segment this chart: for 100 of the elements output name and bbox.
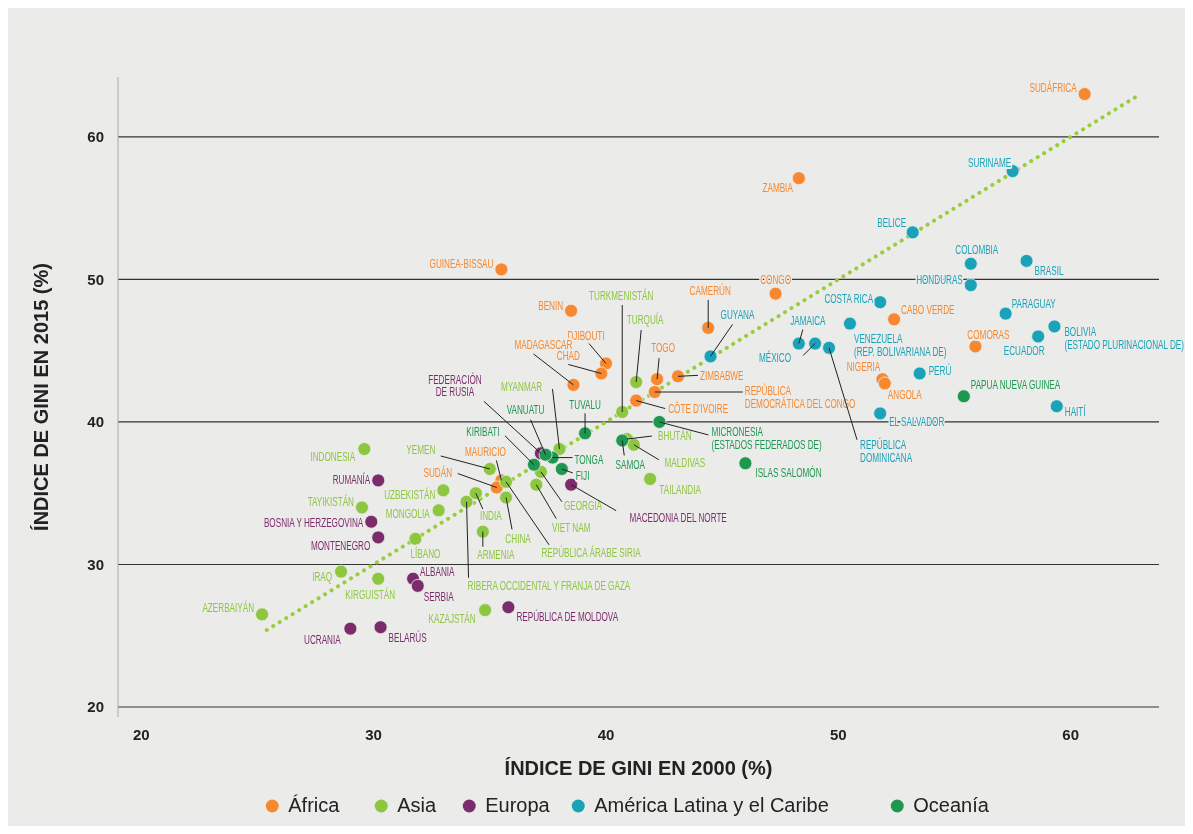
annotation: ISLAS SALOMÓN: [755, 465, 822, 480]
point: [436, 483, 451, 498]
point: [478, 603, 493, 617]
annotation: REPÚBLICA DOMINICANA: [860, 437, 913, 465]
annotation: PERÚ: [928, 362, 952, 378]
annotation: REPÚBLICA DE MOLDOVA: [516, 609, 619, 624]
y-axis-title: ÍNDICE DE GINI EN 2015 (%): [30, 263, 52, 531]
point: [629, 375, 644, 389]
annotation: COSTA RICA: [824, 292, 874, 306]
point: [501, 600, 516, 615]
point: [371, 473, 386, 488]
annotation: HAITÍ: [1064, 404, 1086, 419]
annotation: CHAD: [556, 349, 580, 363]
point: [647, 385, 662, 399]
annotation: MAURICIO: [465, 445, 506, 458]
annotation: BOLIVIA (ESTADO PLURINACIONAL DE): [1064, 325, 1185, 351]
x-axis-title: ÍNDICE DE GINI EN 2000 (%): [504, 757, 773, 779]
annotation: MÉXICO: [758, 350, 792, 365]
point: [877, 376, 892, 391]
annotation: MACEDONIA DEL NORTE: [629, 511, 727, 525]
annotation: UZBEKISTÁN: [384, 486, 436, 501]
annotation: UCRANIA: [304, 633, 341, 647]
point: [887, 312, 901, 327]
point: [768, 286, 783, 301]
point: [334, 564, 348, 579]
point: [371, 571, 386, 586]
point: [615, 405, 630, 419]
annotation: INDONESIA: [310, 450, 356, 464]
annotation: MYANMAR: [500, 380, 543, 394]
annotation: FIJI: [575, 469, 590, 483]
point: [431, 503, 446, 518]
annotation: RIBERA OCCIDENTAL Y FRANJA DE GAZA: [467, 579, 631, 593]
point: [843, 316, 857, 331]
point: [998, 306, 1013, 321]
annotation: CÔTE D'IVOIRE: [668, 401, 729, 416]
annotation: ECUADOR: [1003, 344, 1045, 357]
annotation: SAMOA: [615, 458, 646, 472]
annotation: TOGO: [651, 341, 676, 355]
annotation: INDIA: [479, 509, 502, 523]
annotation: AZERBAIYÁN: [202, 599, 255, 614]
x-tick-label: 40: [597, 726, 615, 744]
y-tick-label: 50: [87, 270, 104, 288]
point: [963, 256, 978, 271]
annotation: SUDÁN: [423, 465, 453, 480]
point: [255, 607, 269, 622]
annotation: VIET NAM: [552, 521, 591, 535]
x-tick-label: 50: [829, 726, 847, 744]
annotation: CABO VERDE: [901, 302, 955, 316]
annotation: BOSNIA Y HERZEGOVINA: [263, 516, 364, 530]
annotation: CAMERÚN: [689, 283, 731, 298]
annotation: LÍBANO: [410, 546, 441, 561]
annotation: BHUTÁN: [658, 428, 692, 443]
point: [873, 295, 888, 310]
annotation: MONGOLIA: [385, 506, 430, 520]
point: [357, 442, 372, 456]
point: [499, 474, 513, 489]
point: [1047, 319, 1062, 334]
annotation: TUVALU: [569, 398, 601, 411]
annotation: SERBIA: [423, 590, 454, 604]
annotation: ZAMBIA: [762, 181, 793, 195]
point: [564, 303, 579, 318]
point: [822, 340, 836, 355]
annotation: MADAGASCAR: [514, 338, 573, 352]
point: [905, 225, 920, 240]
point: [738, 456, 753, 471]
point: [527, 457, 541, 472]
annotation: COMORAS: [967, 328, 1010, 341]
annotation: ARMENIA: [477, 548, 515, 562]
legend-label: África: [288, 794, 341, 816]
point: [475, 524, 490, 539]
point: [529, 477, 544, 492]
x-tick-label: 60: [1062, 726, 1080, 744]
annotation: KIRGUISTÁN: [345, 587, 396, 602]
annotation: YEMEN: [406, 443, 436, 457]
annotation: BRASIL: [1034, 264, 1064, 278]
annotation: ALBANIA: [420, 565, 455, 579]
point: [578, 426, 592, 441]
point: [873, 406, 888, 421]
annotation: REPÚBLICA ÁRABE SIRIA: [541, 545, 641, 560]
point: [808, 336, 822, 351]
annotation: CHINA: [505, 532, 531, 546]
annotation: VENEZUELA (REP. BOLIVARIANA DE): [853, 332, 947, 359]
legend-label: Asia: [397, 794, 438, 816]
point: [643, 472, 658, 486]
legend-label: América Latina y el Caribe: [594, 794, 829, 816]
annotation: MICRONESIA (ESTADOS FEDERADOS DE): [711, 425, 822, 452]
point: [629, 393, 644, 408]
point: [459, 494, 474, 509]
point: [494, 262, 509, 277]
point: [554, 462, 569, 476]
point: [791, 336, 806, 351]
annotation: MONTENEGRO: [310, 539, 371, 552]
point: [1049, 399, 1064, 414]
annotation: BELICE: [877, 216, 907, 229]
point: [566, 377, 581, 392]
annotation: PARAGUAY: [1011, 297, 1056, 311]
annotation: GUINEA-BISSAU: [429, 257, 494, 270]
point: [538, 447, 553, 462]
point: [1031, 329, 1046, 344]
annotation: RUMANÍA: [332, 471, 371, 486]
